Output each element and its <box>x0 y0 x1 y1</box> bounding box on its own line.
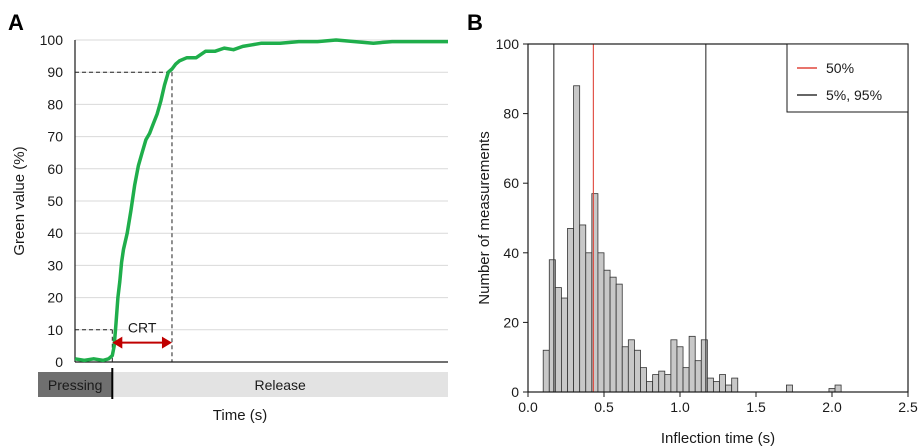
x-tick-label-2.5: 2.5 <box>898 399 918 415</box>
legend-box <box>786 43 909 113</box>
hist-bar-1 <box>548 259 556 393</box>
hist-bar-27 <box>706 377 714 393</box>
y-tick-label-10: 10 <box>47 322 63 338</box>
hist-bar-48 <box>834 384 842 393</box>
hist-bar-14 <box>627 339 635 393</box>
hist-bar-30 <box>725 384 733 393</box>
phase-label-1: Release <box>254 377 306 393</box>
y-tick-label-0: 0 <box>511 384 519 400</box>
legend: 50% 5%, 95% <box>786 43 909 113</box>
percentile-lines <box>553 44 707 392</box>
panel-a: A 0 10 20 30 40 50 60 70 80 90 100 CRT Pressing Rel… <box>8 10 449 424</box>
panel-b: B 0 20 40 60 80 100 0.0 0.5 1.0 1.5 2.0 2.5 50% 5%… <box>467 10 918 447</box>
y-tick-label-90: 90 <box>47 64 63 80</box>
phase-label-0: Pressing <box>48 377 102 393</box>
y-tick-label-60: 60 <box>47 161 63 177</box>
hist-bar-13 <box>621 346 629 393</box>
x-tick-label-1.5: 1.5 <box>746 399 766 415</box>
y-tick-label-80: 80 <box>503 106 519 122</box>
hist-bar-4 <box>567 228 575 393</box>
hist-bar-6 <box>579 224 587 393</box>
crt-annotation: CRT <box>112 320 172 349</box>
hist-bar-40 <box>786 384 793 393</box>
panel-b-x-label: Inflection time (s) <box>661 430 775 447</box>
hist-bar-7 <box>585 252 593 393</box>
panel-a-series-line <box>74 38 448 363</box>
crt-arrow-head-left <box>112 336 123 349</box>
x-tick-label-2.0: 2.0 <box>822 399 842 415</box>
hist-bar-9 <box>597 252 605 393</box>
y-tick-label-50: 50 <box>47 193 63 209</box>
y-tick-label-20: 20 <box>503 314 519 330</box>
hist-bar-26 <box>700 339 708 393</box>
hist-bar-20 <box>664 374 672 393</box>
hist-bar-19 <box>658 370 666 393</box>
panel-a-y-label: Green value (%) <box>11 146 28 255</box>
panel-a-label: A <box>8 10 24 35</box>
crt-arrow-head-right <box>161 336 172 349</box>
hist-bar-25 <box>694 360 702 393</box>
hist-bar-3 <box>561 297 568 393</box>
histogram-bars <box>542 85 842 393</box>
phase-segment-1 <box>112 372 449 397</box>
crt-label: CRT <box>128 320 157 336</box>
y-tick-label-80: 80 <box>47 96 63 112</box>
y-tick-label-40: 40 <box>47 225 63 241</box>
panel-b-y-ticks: 0 20 40 60 80 100 <box>496 36 528 400</box>
panel-b-frame <box>527 43 909 393</box>
hist-bar-15 <box>634 349 641 393</box>
hist-bar-2 <box>554 287 562 393</box>
panel-a-guides <box>75 71 173 362</box>
panel-b-label: B <box>467 10 483 35</box>
hist-bar-10 <box>603 269 611 393</box>
x-tick-label-0.5: 0.5 <box>594 399 614 415</box>
panel-a-y-ticks: 0 10 20 30 40 50 60 70 80 90 100 <box>40 32 64 370</box>
panel-a-gridlines <box>75 39 448 331</box>
hist-bar-23 <box>682 367 690 393</box>
phase-segment-0 <box>38 372 113 397</box>
hist-bar-24 <box>688 335 696 393</box>
hist-bar-28 <box>713 381 720 393</box>
phase-bar: Pressing Release <box>38 368 449 399</box>
x-tick-label-0.0: 0.0 <box>518 399 538 415</box>
legend-label-5-95: 5%, 95% <box>826 87 882 103</box>
hist-bar-22 <box>676 346 684 393</box>
y-tick-label-100: 100 <box>496 36 520 52</box>
hist-bar-31 <box>731 377 739 393</box>
legend-label-50: 50% <box>826 60 854 76</box>
y-tick-label-20: 20 <box>47 290 63 306</box>
hist-bar-5 <box>573 85 581 393</box>
panel-b-x-ticks: 0.0 0.5 1.0 1.5 2.0 2.5 <box>518 392 918 415</box>
y-tick-label-40: 40 <box>503 245 519 261</box>
y-tick-label-100: 100 <box>40 32 64 48</box>
y-tick-label-70: 70 <box>47 129 63 145</box>
hist-bar-21 <box>670 339 678 393</box>
x-tick-label-1.0: 1.0 <box>670 399 690 415</box>
y-tick-label-30: 30 <box>47 257 63 273</box>
hist-bar-17 <box>646 381 654 393</box>
hist-bar-0 <box>542 349 550 393</box>
hist-bar-29 <box>719 374 727 393</box>
hist-bar-11 <box>609 276 617 393</box>
y-tick-label-0: 0 <box>55 354 63 370</box>
hist-bar-8 <box>591 193 599 393</box>
hist-bar-12 <box>615 283 623 393</box>
y-tick-label-60: 60 <box>503 175 519 191</box>
hist-bar-18 <box>652 374 660 393</box>
panel-a-x-label: Time (s) <box>213 407 267 424</box>
panel-b-y-label: Number of measurements <box>476 131 493 304</box>
hist-bar-16 <box>640 367 647 393</box>
